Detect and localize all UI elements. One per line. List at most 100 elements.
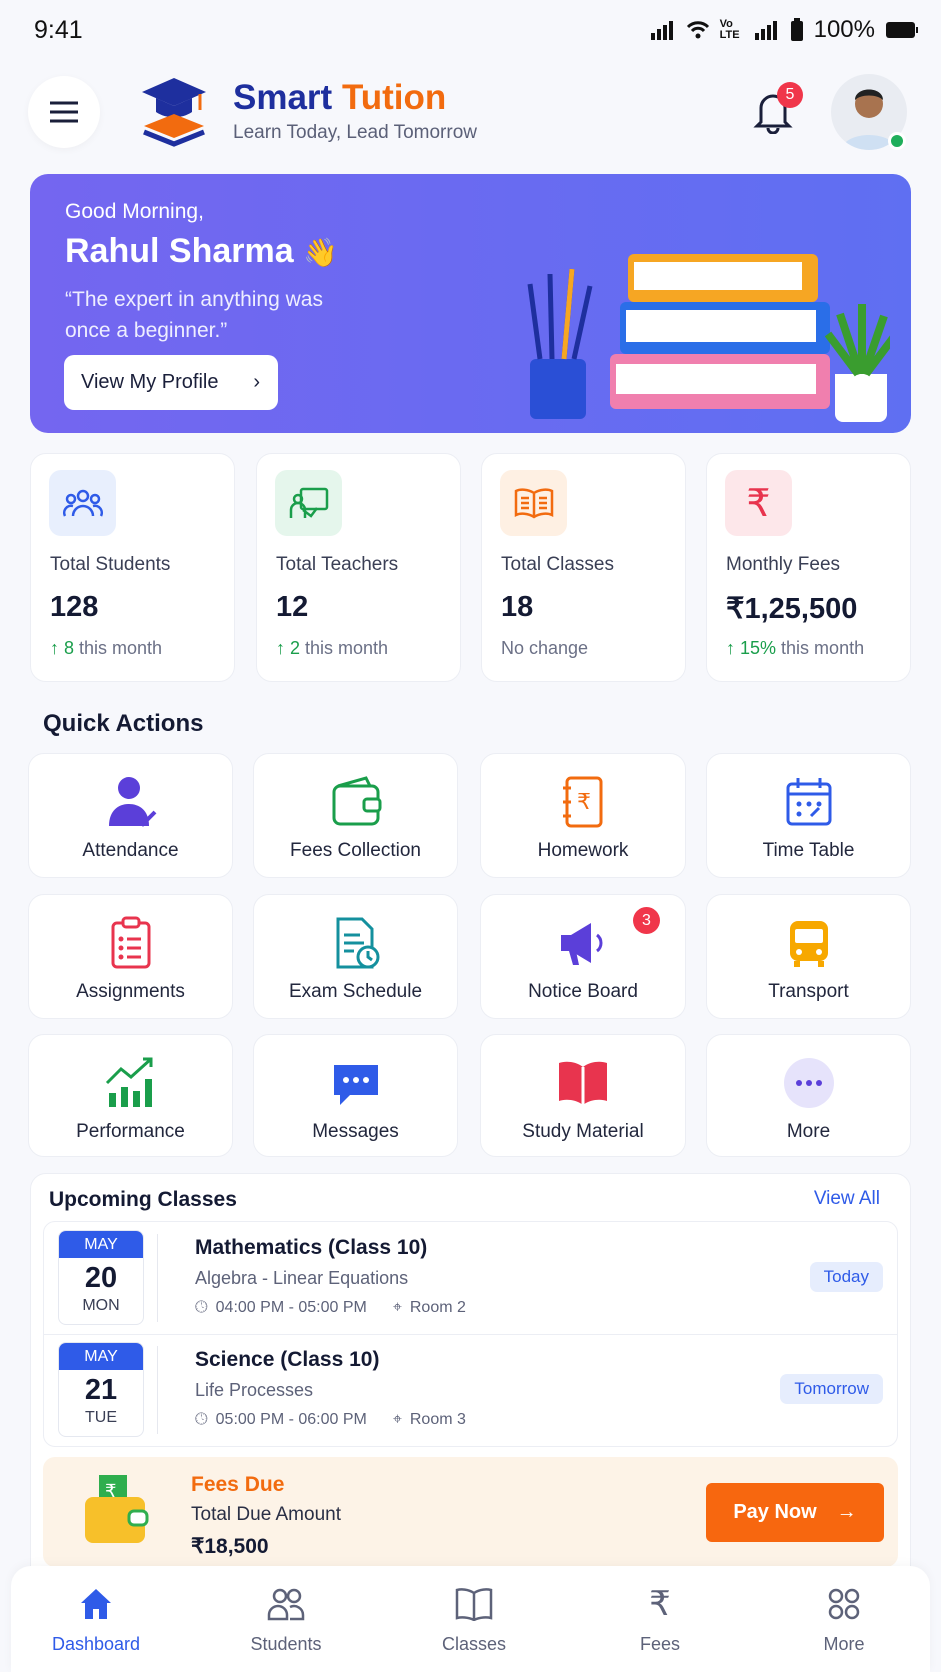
wallet-rupee-icon: ₹	[85, 1475, 149, 1543]
clipboard-list-icon	[29, 915, 232, 971]
bus-icon	[707, 915, 910, 971]
stat-label: Monthly Fees	[726, 554, 841, 575]
open-book-icon	[481, 1055, 685, 1111]
action-more[interactable]: More	[706, 1034, 911, 1157]
action-homework[interactable]: ₹ Homework	[480, 753, 686, 878]
users-icon	[226, 1584, 346, 1624]
action-messages[interactable]: Messages	[253, 1034, 458, 1157]
action-attendance[interactable]: Attendance	[28, 753, 233, 878]
location-pin-icon: ⌖	[392, 1411, 402, 1428]
action-exam-schedule[interactable]: Exam Schedule	[253, 894, 458, 1019]
stat-change: ↑ 15% this month	[726, 638, 865, 658]
nav-students[interactable]: Students	[226, 1584, 346, 1655]
hamburger-icon	[50, 101, 78, 123]
divider	[157, 1234, 158, 1322]
battery-percent: 100%	[813, 16, 875, 43]
class-meta: 🕓︎ 04:00 PM - 05:00 PM ⌖ Room 2	[195, 1299, 466, 1316]
svg-text:₹: ₹	[577, 790, 591, 815]
home-icon	[36, 1584, 156, 1624]
bottom-nav: Dashboard Students Classes ₹ Fees More	[11, 1566, 930, 1672]
quick-actions-title: Quick Actions	[43, 710, 204, 737]
grid-icon	[784, 1584, 904, 1624]
fees-due-panel: ₹ Fees Due Total Due Amount ₹18,500 Pay …	[43, 1457, 898, 1567]
rupee-icon: ₹	[649, 1585, 671, 1623]
nav-fees[interactable]: ₹ Fees	[600, 1584, 720, 1655]
svg-text:₹: ₹	[105, 1481, 116, 1502]
stat-card-students[interactable]: Total Students 128 ↑ 8 this month	[30, 453, 235, 682]
arrow-right-icon: →	[836, 1501, 857, 1523]
status-icons: Vo LTE 100%	[650, 16, 919, 44]
welcome-banner: Good Morning, Rahul Sharma 👋 “The expert…	[30, 174, 911, 433]
class-tag: Tomorrow	[780, 1374, 883, 1404]
battery-icon	[886, 22, 918, 38]
status-time: 9:41	[34, 16, 83, 44]
wallet-icon	[254, 774, 457, 830]
chat-bubble-icon	[254, 1055, 457, 1111]
class-list: MAY 20 MON Mathematics (Class 10) Algebra …	[43, 1221, 898, 1447]
stat-label: Total Teachers	[276, 554, 399, 575]
bell-icon	[753, 94, 793, 135]
fees-due-label: Total Due Amount	[191, 1504, 341, 1525]
wifi-icon	[686, 21, 709, 39]
stat-value: 12	[276, 591, 309, 623]
class-subject: Science (Class 10)	[195, 1348, 380, 1371]
action-fees-collection[interactable]: Fees Collection	[253, 753, 458, 878]
growth-chart-icon	[29, 1055, 232, 1111]
date-badge: MAY 21 TUE	[58, 1342, 144, 1437]
fees-due-amount: ₹18,500	[191, 1535, 269, 1558]
action-performance[interactable]: Performance	[28, 1034, 233, 1157]
stat-label: Total Students	[50, 554, 171, 575]
view-profile-button[interactable]: View My Profile ›	[64, 355, 278, 410]
users-icon	[49, 470, 116, 536]
book-open-icon	[500, 470, 567, 536]
brand: Smart Tution Learn Today, Lead Tomorrow	[233, 78, 477, 144]
chevron-right-icon: ›	[253, 371, 260, 393]
upcoming-classes-card: Upcoming Classes View All MAY 20 MON Mathe…	[30, 1173, 911, 1593]
stat-card-teachers[interactable]: Total Teachers 12 ↑ 2 this month	[256, 453, 461, 682]
action-assignments[interactable]: Assignments	[28, 894, 233, 1019]
clock-icon: 🕓︎	[195, 1299, 208, 1316]
notice-badge: 3	[633, 907, 660, 934]
stat-card-fees[interactable]: ₹ Monthly Fees ₹1,25,500 ↑ 15% this mont…	[706, 453, 911, 682]
notifications-button[interactable]: 5	[753, 82, 803, 139]
brand-tagline: Learn Today, Lead Tomorrow	[233, 122, 477, 143]
action-notice-board[interactable]: 3 Notice Board	[480, 894, 686, 1019]
menu-button[interactable]	[28, 76, 100, 148]
megaphone-icon	[481, 915, 685, 971]
stat-value: 128	[50, 591, 99, 623]
nav-more[interactable]: More	[784, 1584, 904, 1655]
class-subject: Mathematics (Class 10)	[195, 1236, 428, 1259]
books-illustration	[527, 254, 890, 422]
view-all-link[interactable]: View All	[813, 1188, 880, 1209]
avatar[interactable]	[831, 74, 907, 150]
class-row[interactable]: MAY 20 MON Mathematics (Class 10) Algebra …	[44, 1222, 897, 1334]
class-row[interactable]: MAY 21 TUE Science (Class 10) Life Process…	[44, 1334, 897, 1446]
wave-emoji: 👋	[303, 237, 338, 268]
brand-name-part1: Smart	[233, 78, 333, 117]
rupee-icon: ₹	[725, 470, 792, 536]
battery-saver-icon	[790, 18, 803, 41]
action-transport[interactable]: Transport	[706, 894, 911, 1019]
user-name: Rahul Sharma 👋	[65, 232, 338, 270]
stat-change: ↑ 2 this month	[276, 638, 389, 658]
action-study-material[interactable]: Study Material	[480, 1034, 686, 1157]
attendance-icon	[29, 774, 232, 830]
exam-document-clock-icon	[254, 915, 457, 971]
stat-card-classes[interactable]: Total Classes 18 No change	[481, 453, 686, 682]
quote: “The expert in anything was once a begin…	[65, 288, 323, 342]
status-bar: 9:41 Vo LTE 100%	[0, 10, 941, 46]
divider	[44, 1334, 897, 1335]
nav-dashboard[interactable]: Dashboard	[36, 1584, 156, 1655]
homework-notebook-icon: ₹	[481, 774, 685, 830]
nav-classes[interactable]: Classes	[414, 1584, 534, 1655]
teacher-board-icon	[275, 470, 342, 536]
brand-name-part2: Tution	[341, 78, 447, 117]
class-tag: Today	[809, 1262, 883, 1292]
pay-now-button[interactable]: Pay Now →	[706, 1483, 884, 1542]
more-dots-icon	[707, 1055, 910, 1111]
class-topic: Algebra - Linear Equations	[195, 1268, 409, 1288]
arrow-up-icon: ↑	[726, 638, 741, 658]
graduation-cap-book-icon	[142, 78, 206, 147]
action-time-table[interactable]: Time Table	[706, 753, 911, 878]
book-icon	[414, 1584, 534, 1624]
